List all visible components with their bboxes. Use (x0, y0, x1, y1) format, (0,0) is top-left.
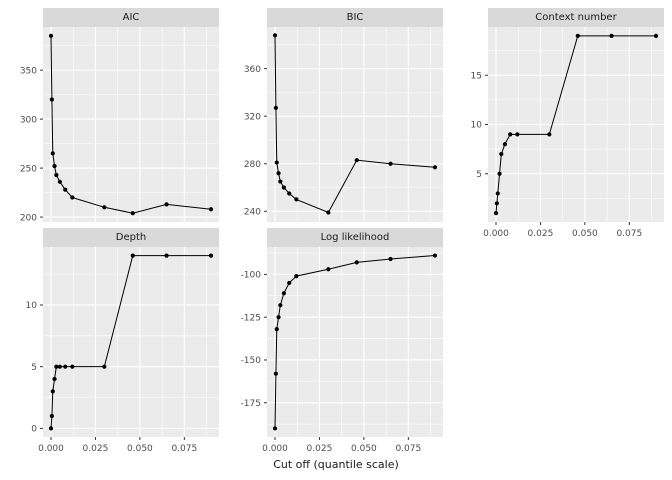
facet-panel-log-likelihood: -175 -150 -125 -100 0.000 0.025 0.050 0.075 (241, 247, 443, 454)
svg-text:240: 240 (244, 207, 261, 217)
svg-text:250: 250 (20, 164, 37, 174)
facet-panel-depth: 0 5 10 0.000 0.025 0.050 0.075 (26, 247, 219, 454)
facet-title-log-likelihood: Log likelihood (320, 232, 390, 243)
svg-text:-125: -125 (241, 313, 261, 323)
svg-text:0.025: 0.025 (83, 444, 109, 454)
svg-text:15: 15 (471, 71, 482, 81)
svg-text:0.075: 0.075 (616, 229, 642, 239)
svg-text:0.050: 0.050 (572, 229, 598, 239)
svg-text:0.075: 0.075 (171, 444, 197, 454)
svg-text:320: 320 (244, 112, 261, 122)
svg-text:0.075: 0.075 (395, 444, 421, 454)
x-axis-title: Cut off (quantile scale) (273, 458, 399, 471)
facet-strip-log-likelihood: Log likelihood (267, 228, 443, 247)
svg-text:0.025: 0.025 (528, 229, 554, 239)
facet-strip-aic: AIC (43, 8, 219, 27)
svg-text:0.025: 0.025 (307, 444, 333, 454)
svg-text:10: 10 (471, 121, 483, 131)
facet-panel-bic: 240 280 320 360 (244, 27, 443, 222)
svg-text:0.000: 0.000 (262, 444, 288, 454)
facet-title-context-number: Context number (535, 12, 617, 23)
svg-text:-100: -100 (241, 271, 262, 281)
svg-text:280: 280 (244, 160, 261, 170)
facet-panel-context-number: 5 10 15 0.000 0.025 0.050 0.075 (471, 27, 664, 239)
svg-text:0.000: 0.000 (483, 229, 509, 239)
facet-title-depth: Depth (115, 232, 147, 243)
svg-text:0.050: 0.050 (351, 444, 377, 454)
facet-strip-bic: BIC (267, 8, 443, 27)
facet-panel-aic: 200 250 300 350 (20, 27, 219, 223)
svg-text:360: 360 (244, 65, 261, 75)
facet-strip-depth: Depth (43, 228, 219, 247)
facet-title-aic: AIC (122, 12, 140, 23)
svg-text:0: 0 (31, 425, 37, 435)
facet-strip-context-number: Context number (488, 8, 664, 27)
svg-text:10: 10 (26, 301, 38, 311)
svg-text:5: 5 (31, 363, 37, 373)
svg-text:350: 350 (20, 66, 37, 76)
svg-text:-175: -175 (241, 399, 261, 409)
svg-text:200: 200 (20, 213, 37, 223)
svg-text:-150: -150 (241, 356, 262, 366)
svg-text:5: 5 (476, 170, 482, 180)
svg-text:0.000: 0.000 (38, 444, 64, 454)
facet-title-bic: BIC (346, 12, 364, 23)
svg-text:300: 300 (20, 115, 37, 125)
svg-text:0.050: 0.050 (127, 444, 153, 454)
